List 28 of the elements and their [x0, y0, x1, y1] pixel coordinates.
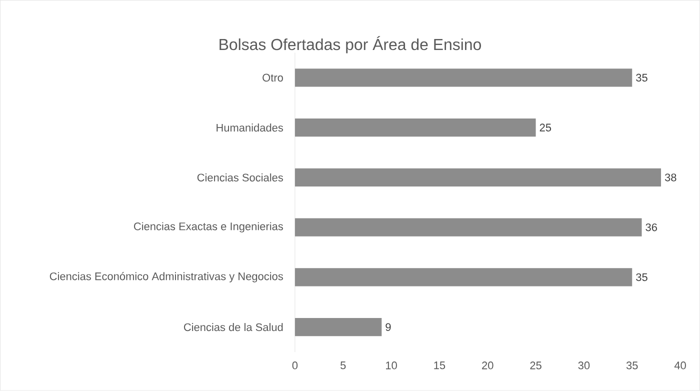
bar — [294, 318, 382, 336]
y-tick-label: Humanidades — [216, 124, 284, 132]
y-tick-label: Ciencias Económico Administrativas y Negocios — [50, 272, 283, 282]
y-tick-label: Otro — [262, 74, 283, 82]
y-tick-label: Ciencias de la Salud — [184, 323, 283, 332]
x-tick-label: 35 — [626, 362, 638, 370]
x-tick-label: 10 — [386, 362, 397, 370]
data-label: 36 — [646, 224, 657, 232]
data-label: 38 — [664, 174, 676, 182]
bar — [294, 168, 662, 187]
bar — [294, 268, 632, 286]
bar — [294, 68, 632, 87]
bar — [294, 218, 642, 236]
x-tick-label: 30 — [578, 362, 590, 370]
data-label: 35 — [636, 74, 648, 82]
data-label: 35 — [636, 273, 648, 282]
chart-title: Bolsas Ofertadas por Área de Ensino — [220, 36, 481, 54]
y-tick-label: Ciencias Exactas e Ingenierias — [134, 222, 283, 233]
x-tick-label: 5 — [340, 362, 346, 370]
data-label: 25 — [540, 124, 552, 132]
x-tick-label: 40 — [674, 362, 686, 370]
data-label: 9 — [386, 323, 391, 332]
bar — [294, 118, 536, 137]
x-tick-label: 0 — [292, 362, 298, 370]
y-tick-label: Ciencias Sociales — [197, 174, 283, 182]
x-tick-label: 25 — [530, 362, 542, 370]
x-tick-label: 20 — [482, 362, 494, 370]
x-tick-label: 15 — [434, 362, 446, 370]
